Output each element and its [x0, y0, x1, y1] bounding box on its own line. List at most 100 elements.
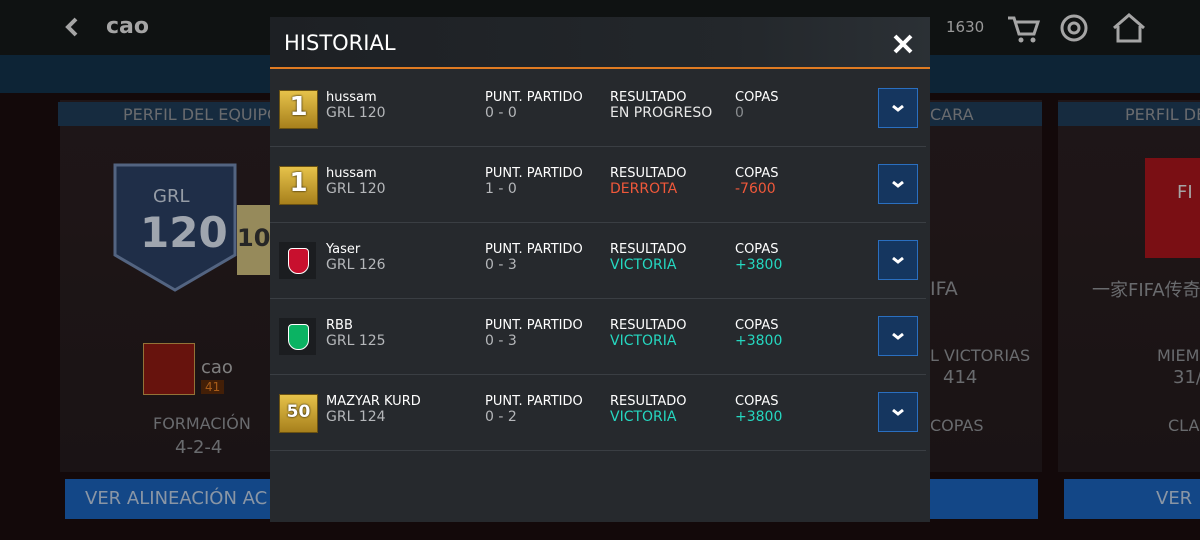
club-button-label: VER — [1156, 488, 1193, 509]
result: VICTORIA — [610, 409, 677, 425]
badge-value: 120 — [140, 208, 228, 257]
members: 31/ — [1173, 367, 1200, 388]
coins: 1630 — [946, 18, 985, 36]
formation: 4-2-4 — [175, 437, 223, 458]
crest-shape — [288, 324, 309, 350]
player-rating: GRL 125 — [326, 333, 386, 349]
chevron-icon — [892, 408, 904, 416]
stats-panel — [920, 100, 1042, 472]
club-name: 一家FIFA传奇 — [1092, 280, 1200, 301]
side-badge — [237, 205, 272, 275]
result-label: RESULTADO — [610, 90, 687, 105]
score-label: PUNT. PARTIDO — [485, 90, 583, 105]
panel-header — [58, 102, 280, 126]
score: 0 - 0 — [485, 105, 517, 121]
badge-text: 1 — [289, 168, 308, 198]
class-label: CLA — [1168, 416, 1200, 435]
cups-label: COPAS — [735, 318, 779, 333]
player-level: 41 — [201, 380, 225, 394]
modal-title: HISTORIAL — [284, 31, 396, 55]
lineup-button[interactable] — [65, 479, 280, 519]
player-name: Yaser — [326, 242, 361, 257]
expand-button[interactable] — [878, 88, 918, 128]
score-label: PUNT. PARTIDO — [485, 318, 583, 333]
rank-badge: 1 — [279, 90, 318, 129]
player-rating: GRL 126 — [326, 257, 386, 273]
row-divider — [270, 450, 926, 451]
cups: +3800 — [735, 257, 783, 273]
score-label: PUNT. PARTIDO — [485, 242, 583, 257]
club-crest — [279, 318, 316, 355]
stats-button[interactable] — [920, 479, 1038, 519]
victories-label: L VICTORIAS — [930, 346, 1031, 365]
rank-badge: 1 — [279, 166, 318, 205]
rank-badge — [113, 163, 237, 292]
player-rating: GRL 120 — [326, 181, 386, 197]
cups: -7600 — [735, 181, 776, 197]
score: 0 - 3 — [485, 257, 517, 273]
player-name: RBB — [326, 318, 353, 333]
formation-label: FORMACIÓN — [153, 414, 251, 433]
history-modal: HISTORIAL 1 hussam GRL 120 PUNT. PARTIDO 0 -… — [270, 17, 930, 522]
cups-label: COPAS — [735, 394, 779, 409]
panel-subtitle: IFA — [930, 278, 958, 300]
score: 0 - 2 — [485, 409, 517, 425]
result-label: RESULTADO — [610, 394, 687, 409]
rank-badge: 50 — [279, 394, 318, 433]
row-divider — [270, 146, 926, 147]
club-button[interactable] — [1064, 479, 1200, 519]
chevron-icon — [892, 104, 904, 112]
header-icons — [1008, 13, 1145, 43]
club-logo-text: FI — [1177, 182, 1193, 203]
row-divider — [270, 222, 926, 223]
expand-button[interactable] — [878, 240, 918, 280]
player-name: hussam — [326, 166, 377, 181]
cups-label: COPAS — [735, 166, 779, 181]
club-crest — [1145, 158, 1200, 258]
cups: +3800 — [735, 409, 783, 425]
chevron-icon — [892, 180, 904, 188]
player-name: MAZYAR KURD — [326, 394, 421, 409]
badge-text: 1 — [289, 92, 308, 122]
row-divider — [270, 374, 926, 375]
result-label: RESULTADO — [610, 242, 687, 257]
panel-header — [1058, 102, 1200, 126]
result-label: RESULTADO — [610, 318, 687, 333]
members-label: MIEM — [1157, 346, 1200, 365]
victories: 414 — [943, 367, 978, 388]
panel-header — [920, 102, 1042, 126]
cups-label: COPAS — [930, 416, 984, 435]
result: VICTORIA — [610, 257, 677, 273]
lineup-button-label: VER ALINEACIÓN AC — [85, 488, 268, 509]
expand-button[interactable] — [878, 164, 918, 204]
cups-label: COPAS — [735, 90, 779, 105]
expand-button[interactable] — [878, 316, 918, 356]
badge-label: GRL — [153, 186, 190, 207]
panel-title: PERFIL DEL — [1125, 105, 1200, 124]
result: VICTORIA — [610, 333, 677, 349]
result: EN PROGRESO — [610, 105, 713, 121]
chevron-icon — [892, 256, 904, 264]
score-label: PUNT. PARTIDO — [485, 394, 583, 409]
result-label: RESULTADO — [610, 166, 687, 181]
crest-shape — [288, 248, 309, 274]
cups: +3800 — [735, 333, 783, 349]
back-button[interactable] — [62, 16, 82, 38]
panel-title: PERFIL DEL EQUIPO — [123, 105, 280, 124]
close-button[interactable] — [892, 33, 914, 55]
panel-title: CARA — [930, 105, 974, 124]
chevron-icon — [892, 332, 904, 340]
player-name: cao — [201, 357, 233, 378]
player-rating: GRL 120 — [326, 105, 386, 121]
badge-text: 50 — [286, 402, 311, 422]
result: DERROTA — [610, 181, 678, 197]
score-label: PUNT. PARTIDO — [485, 166, 583, 181]
cups: 0 — [735, 105, 744, 121]
row-divider — [270, 298, 926, 299]
club-crest — [279, 242, 316, 279]
expand-button[interactable] — [878, 392, 918, 432]
club-logo — [143, 343, 195, 395]
modal-header — [270, 17, 930, 69]
header-title: cao — [106, 14, 150, 39]
